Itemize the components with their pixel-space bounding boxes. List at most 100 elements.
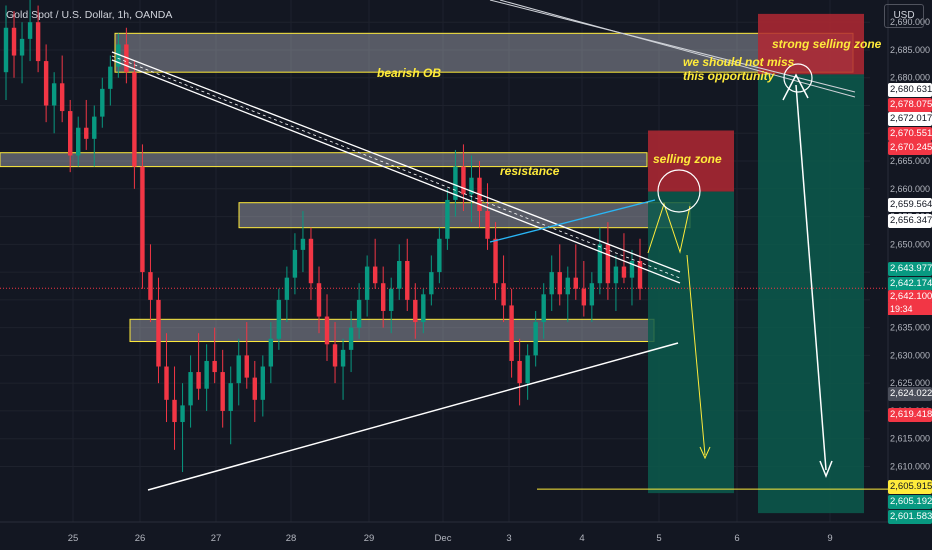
annotation-selling-zone: selling zone xyxy=(653,152,722,166)
candle-body xyxy=(43,61,49,106)
candle-body xyxy=(316,283,322,317)
y-tick-label: 2,690.000 xyxy=(890,17,930,27)
candle-body xyxy=(204,360,209,389)
candle-body xyxy=(3,27,9,73)
candle-body xyxy=(268,338,274,367)
candle-body xyxy=(637,261,643,289)
candle-body xyxy=(348,327,354,350)
selling-zone-circle xyxy=(657,169,701,213)
target-arrow-line xyxy=(686,254,706,456)
candle-body xyxy=(405,261,410,300)
annotation-opportunity-2: this opportunity xyxy=(683,69,775,83)
candle-body xyxy=(501,283,506,306)
candle-body xyxy=(292,249,298,278)
projection-line xyxy=(489,199,656,243)
currency-button[interactable]: USD xyxy=(884,4,924,28)
candle-body xyxy=(124,44,129,73)
price-tag: 2,642.174 xyxy=(888,277,932,291)
candle-body xyxy=(597,244,603,284)
x-tick-label: 28 xyxy=(286,533,297,544)
x-tick-label: 4 xyxy=(579,533,584,544)
selling-zone-box xyxy=(648,130,734,192)
strong-target-arrow-line xyxy=(795,84,827,471)
candle-body xyxy=(397,261,402,289)
price-tag: 2,680.631 xyxy=(888,83,932,97)
strong-selling-zone-box xyxy=(758,13,864,75)
candle-body xyxy=(485,211,490,239)
candle-body xyxy=(372,266,378,284)
candle-body xyxy=(629,261,635,278)
candle-body xyxy=(100,88,105,117)
y-tick-label: 2,625.000 xyxy=(890,378,930,388)
candle-body xyxy=(148,272,153,300)
upper-channel-line-2 xyxy=(499,0,856,98)
candle-body xyxy=(84,127,89,139)
x-tick-label: Dec xyxy=(435,533,452,544)
y-tick-label: 2,680.000 xyxy=(890,73,930,83)
zigzag-projection xyxy=(647,202,691,254)
candle-body xyxy=(132,72,137,167)
x-tick-label: 26 xyxy=(135,533,146,544)
candle-body xyxy=(308,238,314,284)
candle-body xyxy=(429,272,434,295)
x-tick-label: 3 xyxy=(506,533,511,544)
candle-body xyxy=(300,238,306,250)
candle-body xyxy=(59,83,65,112)
x-tick-label: 29 xyxy=(364,533,375,544)
candle-body xyxy=(27,22,33,39)
candle-body xyxy=(116,44,121,67)
candle-body xyxy=(413,299,418,323)
price-tag: 2,643.977 xyxy=(888,262,932,276)
candle-body xyxy=(533,322,538,356)
price-tag: 2,659.564 xyxy=(888,198,932,212)
candle-body xyxy=(437,238,442,273)
zone-box xyxy=(0,152,648,168)
candle-body xyxy=(76,127,81,156)
candle-body xyxy=(557,272,562,295)
annotation-strong-selling-zone: strong selling zone xyxy=(772,37,882,51)
candle-body xyxy=(525,355,530,384)
strong-target-zone-box xyxy=(758,74,864,514)
candle-body xyxy=(469,177,474,195)
candle-body xyxy=(445,199,450,239)
candle-body xyxy=(453,166,458,200)
candle-body xyxy=(565,277,570,295)
candle-body xyxy=(389,288,394,311)
candle-body xyxy=(140,166,145,273)
y-tick-label: 2,685.000 xyxy=(890,45,930,55)
price-tag: 2,619.418 xyxy=(888,408,932,422)
descending-channel-lower xyxy=(111,59,681,284)
candle-body xyxy=(156,299,161,367)
candle-body xyxy=(92,116,97,139)
candle-body xyxy=(581,288,587,306)
candle-body xyxy=(589,283,595,306)
x-tick-label: 27 xyxy=(211,533,222,544)
candle-body xyxy=(244,355,249,378)
price-tag: 2,656.347 xyxy=(888,214,932,228)
candle-body xyxy=(19,38,25,56)
candle-body xyxy=(212,360,217,373)
candle-body xyxy=(509,305,514,361)
price-tag: 2,624.022 xyxy=(888,387,932,401)
price-tag-current: 2,642.100 xyxy=(888,290,932,304)
x-tick-label: 6 xyxy=(734,533,739,544)
upper-channel-line-1 xyxy=(489,0,856,93)
candle-body xyxy=(11,27,17,56)
y-tick-label: 2,615.000 xyxy=(890,434,930,444)
price-tag: 2,601.583 xyxy=(888,510,932,524)
candle-body xyxy=(108,66,113,89)
price-tag: 2,605.915 xyxy=(888,480,932,494)
strong-selling-zone-circle xyxy=(783,63,813,93)
candle-body xyxy=(276,299,282,339)
strong-target-arrow-head xyxy=(819,460,833,479)
candle-body xyxy=(364,266,370,300)
candle-body xyxy=(196,372,201,389)
candle-body xyxy=(340,349,346,367)
candle-body xyxy=(573,277,579,289)
zone-box xyxy=(129,318,655,343)
price-tag: 2,672.017 xyxy=(888,112,932,126)
candle-body xyxy=(180,405,185,423)
candle-body xyxy=(172,399,177,423)
candle-body xyxy=(164,366,169,400)
